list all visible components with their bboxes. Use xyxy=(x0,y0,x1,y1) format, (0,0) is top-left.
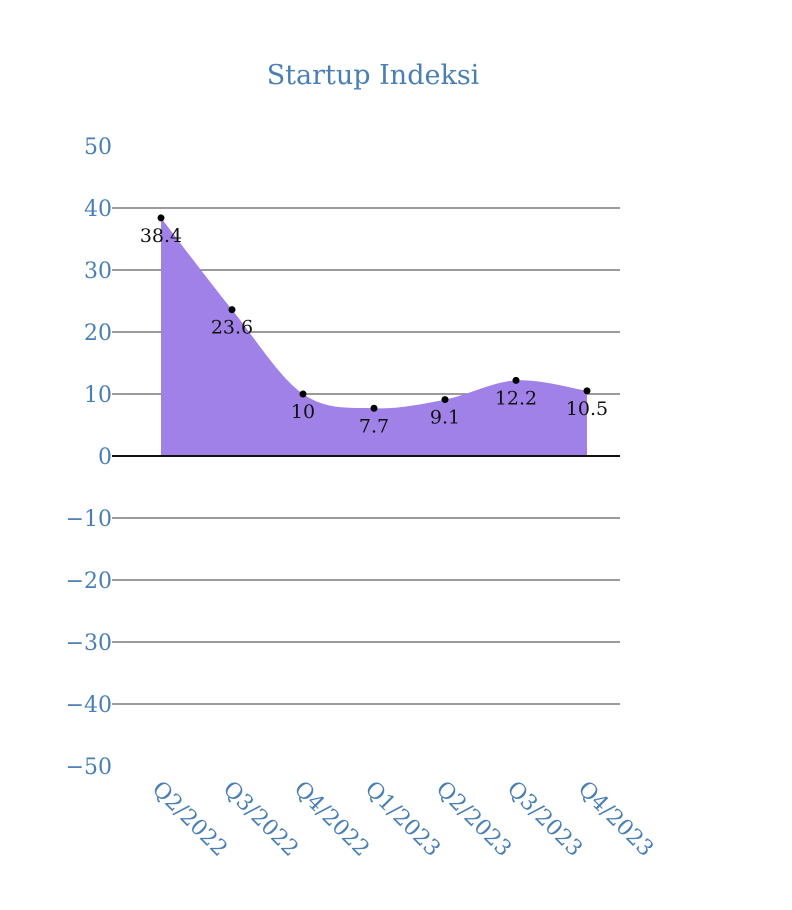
data-label: 12.2 xyxy=(495,387,537,409)
x-tick-label: Q3/2023 xyxy=(502,777,587,862)
y-tick-label: 50 xyxy=(84,135,112,160)
data-point xyxy=(583,387,591,395)
data-label: 23.6 xyxy=(211,317,253,339)
y-tick-label: 20 xyxy=(84,321,112,346)
x-tick-label: Q4/2023 xyxy=(573,777,658,862)
y-tick-label: −20 xyxy=(66,569,112,594)
y-tick-label: 30 xyxy=(84,259,112,284)
y-axis-ticks: 50 40 30 20 10 0 −10 −20 −30 −40 −50 xyxy=(66,135,126,780)
chart-title: Startup Indeksi xyxy=(267,60,480,91)
y-tick-label: 40 xyxy=(84,197,112,222)
data-label: 38.4 xyxy=(140,225,182,247)
data-labels: 38.4 23.6 10 7.7 9.1 12.2 10.5 xyxy=(140,225,608,437)
x-axis-ticks: Q2/2022Q3/2022Q4/2022Q1/2023Q2/2023Q3/20… xyxy=(147,777,658,862)
y-tick-label: 0 xyxy=(98,445,112,470)
area-fill xyxy=(161,217,587,456)
y-tick-label: −50 xyxy=(66,755,112,780)
x-tick-label: Q1/2023 xyxy=(360,777,445,862)
x-tick-label: Q4/2022 xyxy=(289,777,374,862)
data-point xyxy=(512,376,520,384)
data-label: 7.7 xyxy=(359,415,389,437)
data-label: 10 xyxy=(291,401,315,423)
data-point xyxy=(228,306,236,314)
x-tick-label: Q2/2022 xyxy=(147,777,232,862)
data-point xyxy=(370,404,378,412)
y-tick-label: −10 xyxy=(66,507,112,532)
data-markers xyxy=(157,214,591,412)
data-point xyxy=(299,390,307,398)
x-tick-label: Q3/2022 xyxy=(218,777,303,862)
x-tick-label: Q2/2023 xyxy=(431,777,516,862)
y-tick-label: 10 xyxy=(84,383,112,408)
y-tick-label: −40 xyxy=(66,693,112,718)
data-label: 10.5 xyxy=(566,398,608,420)
data-label: 9.1 xyxy=(430,407,460,429)
data-point xyxy=(157,214,165,222)
area-series xyxy=(161,217,587,456)
y-tick-label: −30 xyxy=(66,631,112,656)
data-point xyxy=(441,396,449,404)
